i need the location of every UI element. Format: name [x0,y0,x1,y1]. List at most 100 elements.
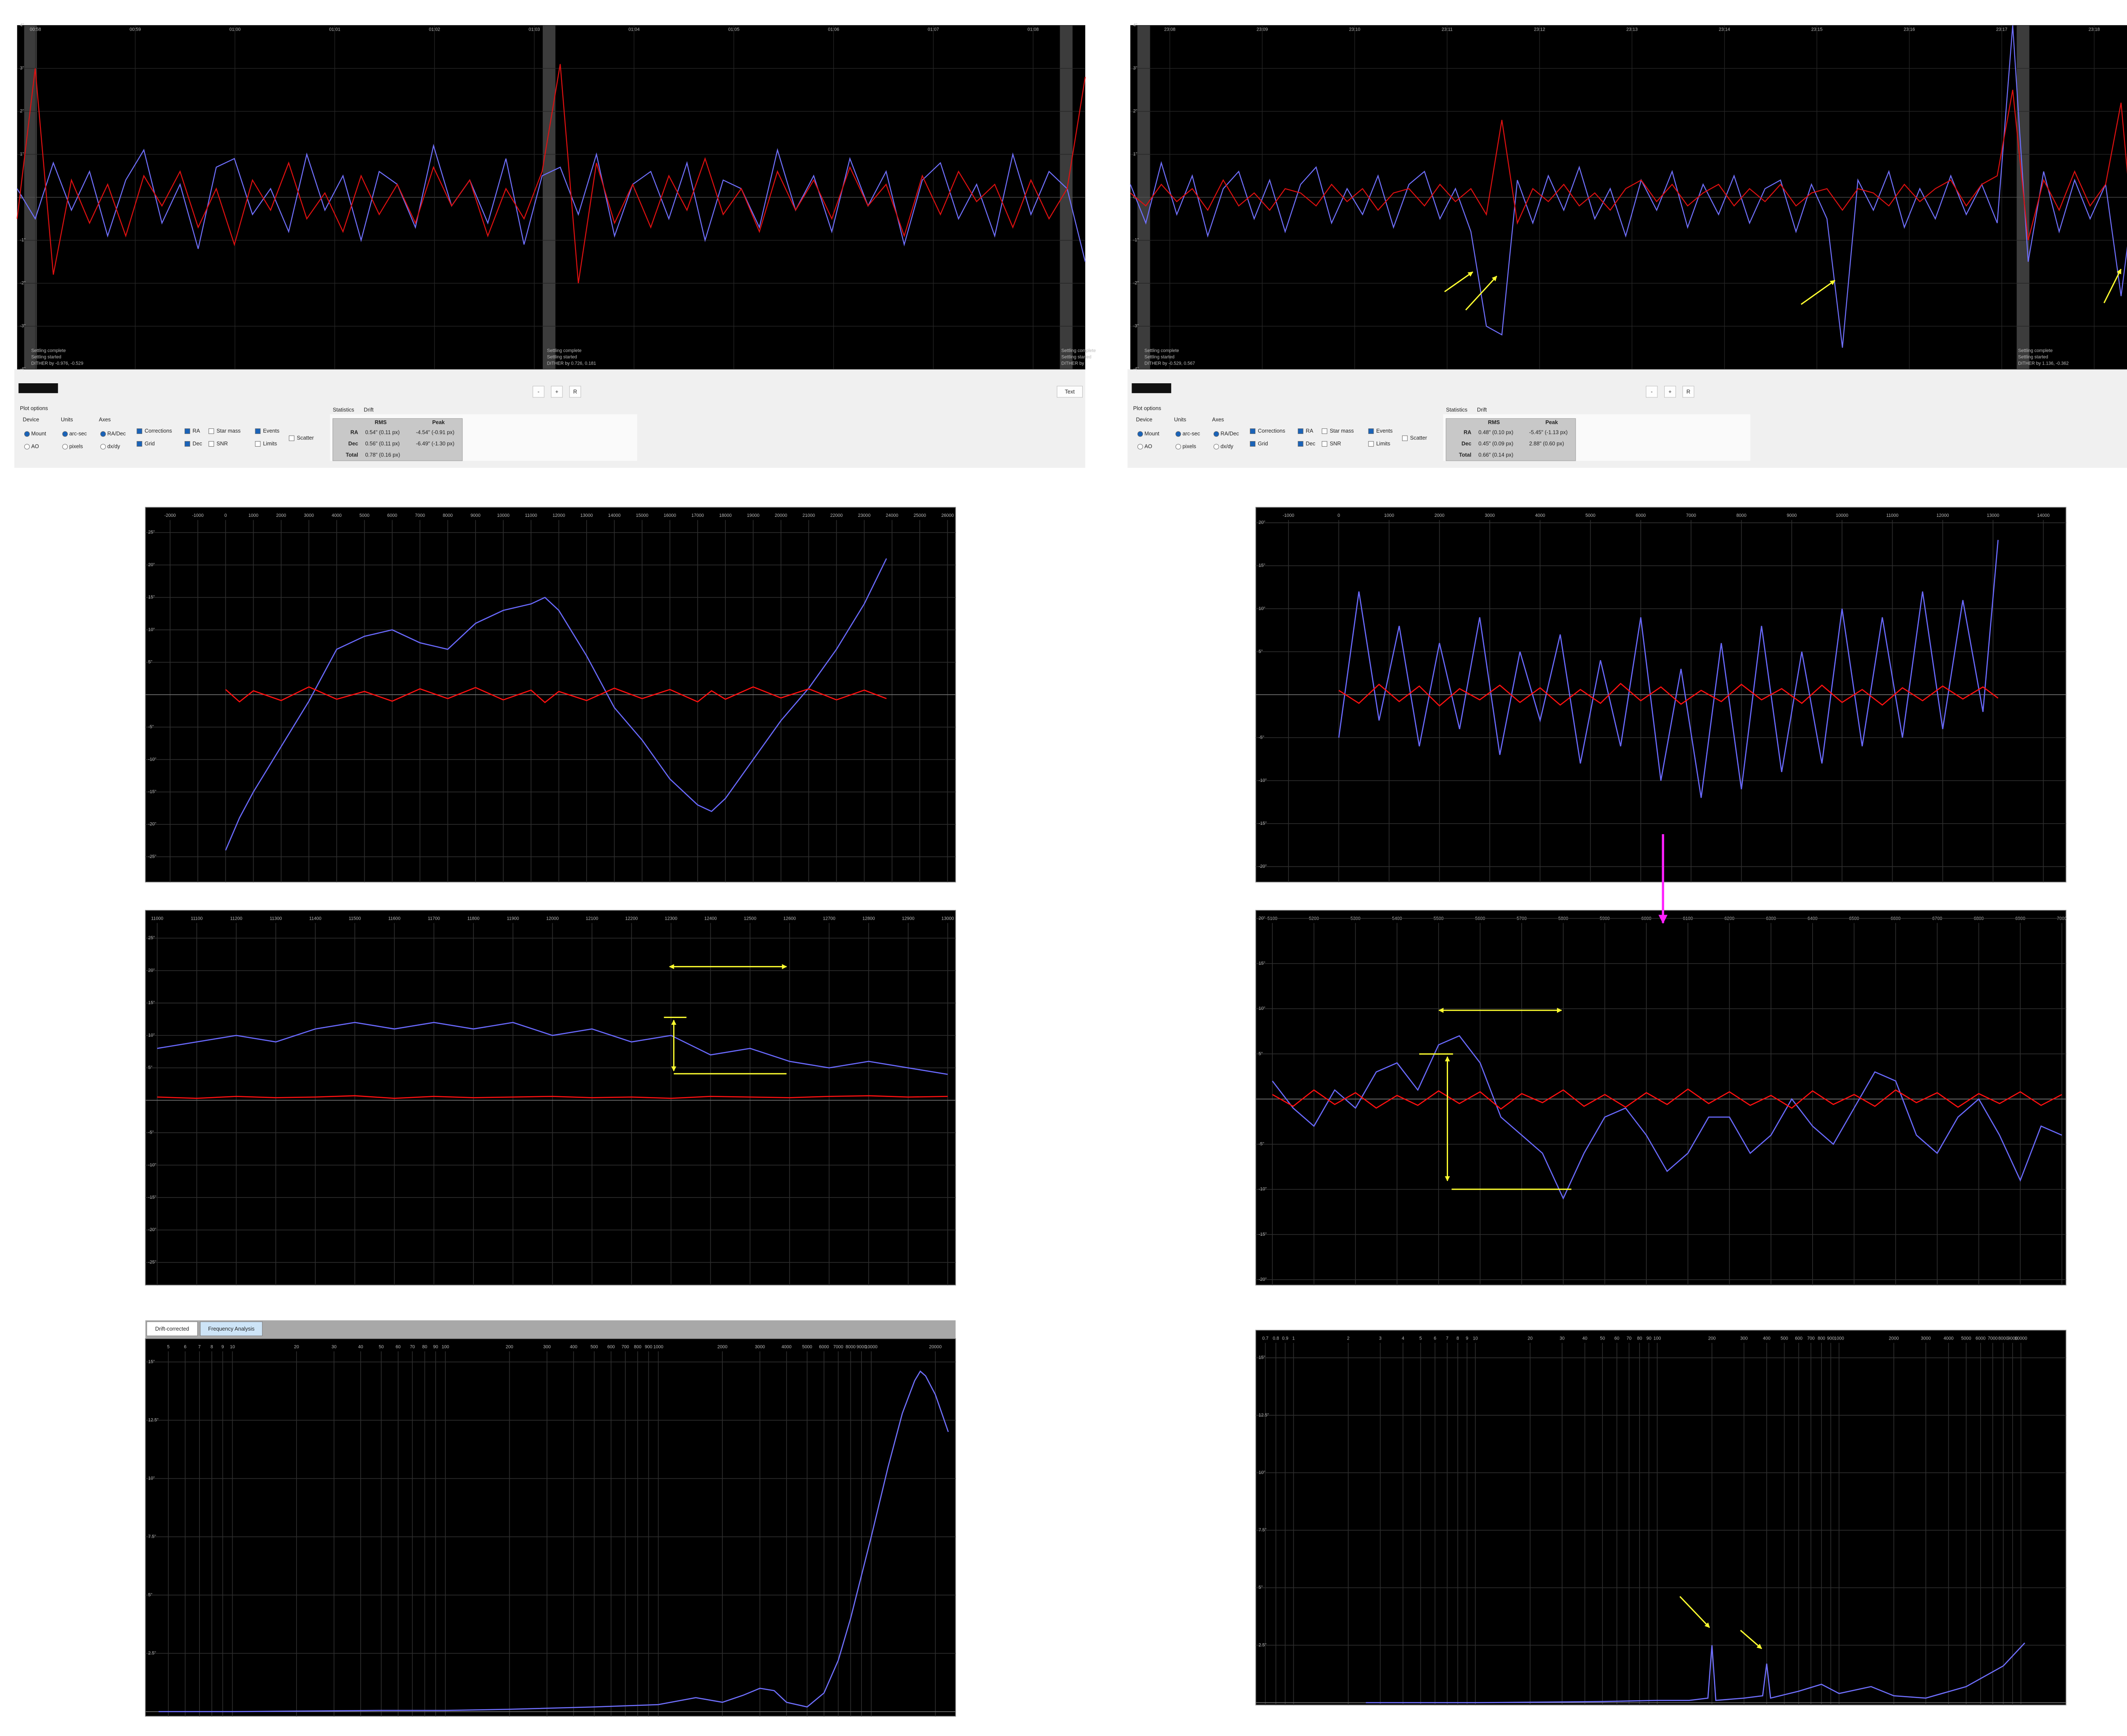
button[interactable] [551,386,563,398]
checkbox[interactable] [1297,441,1303,447]
radio[interactable] [62,431,68,437]
tab[interactable] [200,1321,263,1336]
x-tick-label: 8000 [443,513,453,518]
y-tick-label: -15" [148,790,156,795]
radio-label: Mount [31,431,46,437]
checkbox[interactable] [137,441,143,447]
y-tick-label: -2" [1133,281,1139,286]
x-tick-label: 12900 [902,916,915,921]
x-tick-label: 11800 [468,916,480,921]
tab[interactable] [146,1321,198,1336]
checkbox[interactable] [289,435,294,441]
y-tick-label: 25" [148,935,155,941]
button[interactable] [1646,386,1658,398]
y-tick-label: 2" [20,108,24,114]
x-tick-label: 12000 [553,513,565,518]
y-tick-label: -20" [1259,1277,1267,1282]
radio[interactable] [1175,431,1181,437]
radio[interactable] [1213,431,1219,437]
checkbox-label: Events [263,428,279,434]
x-tick-label: 12000 [546,916,559,921]
checkbox[interactable] [1322,428,1328,434]
stats-cell: 2.88" (0.60 px) [1529,441,1564,447]
x-tick-label: 4000 [781,1345,792,1350]
y-tick-label: 20" [1259,520,1266,525]
checkbox-label: Corrections [1258,428,1285,434]
button[interactable] [1664,386,1676,398]
button[interactable] [569,386,581,398]
x-tick-label: 80 [422,1345,428,1350]
stats-title: Statistics [333,407,354,413]
radio[interactable] [62,444,68,450]
checkbox[interactable] [208,441,214,447]
button[interactable] [1682,386,1694,398]
x-tick-label: 400 [1763,1336,1771,1341]
stats-cell: 0.48" (0.10 px) [1478,429,1513,435]
checkbox[interactable] [184,441,190,447]
data-line [1366,1642,2025,1704]
y-tick-label: -20" [1259,864,1267,869]
x-tick-label: 11900 [507,916,519,921]
x-tick-label: 1000 [1834,1336,1844,1341]
event-label: Settling started [1061,355,1092,360]
radio[interactable] [100,431,106,437]
checkbox[interactable] [1297,428,1303,434]
checkbox-label: Dec [1306,441,1315,447]
time-label: 23:13 [1626,27,1638,32]
checkbox[interactable] [1368,441,1374,447]
checkbox[interactable] [137,428,143,434]
x-tick-label: 12200 [625,916,638,921]
event-label: DITHER by 1.136, -0.362 [2018,361,2069,366]
radio[interactable] [1137,444,1143,450]
stats-cell: Dec [1462,441,1471,447]
button-label: Text [1065,389,1075,395]
x-tick-label: 8000 [846,1345,856,1350]
time-label: 23:09 [1257,27,1268,32]
event-label: DITHER by -0.529, 0.567 [1144,361,1195,366]
x-tick-label: 10000 [1836,513,1848,518]
y-tick-label: 15" [1259,961,1266,966]
checkbox[interactable] [1322,441,1328,447]
y-tick-label: -5" [1259,735,1264,740]
x-tick-label: 70 [410,1345,415,1350]
group-label: Units [1174,416,1186,422]
x-tick-label: 12100 [586,916,599,921]
x-tick-label: 40 [1582,1336,1588,1341]
button[interactable] [533,386,545,398]
checkbox[interactable] [208,428,214,434]
radio[interactable] [1213,444,1219,450]
x-tick-label: 3 [1379,1336,1382,1341]
checkbox[interactable] [1402,435,1408,441]
radio[interactable] [24,444,30,450]
event-label: Settling complete [1144,348,1179,353]
x-tick-label: 11000 [525,513,537,518]
y-tick-label: 0 [1133,195,1136,200]
x-tick-label: 600 [1795,1336,1802,1341]
y-tick-label: 7.5" [148,1534,156,1539]
checkbox[interactable] [184,428,190,434]
radio[interactable] [100,444,106,450]
checkbox[interactable] [255,428,261,434]
checkbox[interactable] [1368,428,1374,434]
button[interactable] [1057,386,1083,398]
radio[interactable] [24,431,30,437]
checkbox-label: Grid [145,441,155,447]
x-tick-label: 300 [1740,1336,1748,1341]
stats-cell: -6.49" (-1.30 px) [416,441,454,447]
checkbox[interactable] [1250,428,1256,434]
y-tick-label: 5" [148,1065,152,1070]
arrow [1801,279,1836,305]
tab-label: Drift-corrected [155,1326,189,1332]
guide-trace [17,64,1086,283]
checkbox-label: Events [1376,428,1392,434]
stats-cell: -5.45" (-1.13 px) [1529,429,1568,435]
checkbox[interactable] [255,441,261,447]
radio[interactable] [1175,444,1181,450]
x-tick-label: 12700 [823,916,835,921]
y-tick-label: -10" [1259,778,1267,783]
checkbox[interactable] [1250,441,1256,447]
column-header: RMS [1488,419,1500,425]
radio[interactable] [1137,431,1143,437]
y-tick-label: 1" [1133,152,1138,157]
